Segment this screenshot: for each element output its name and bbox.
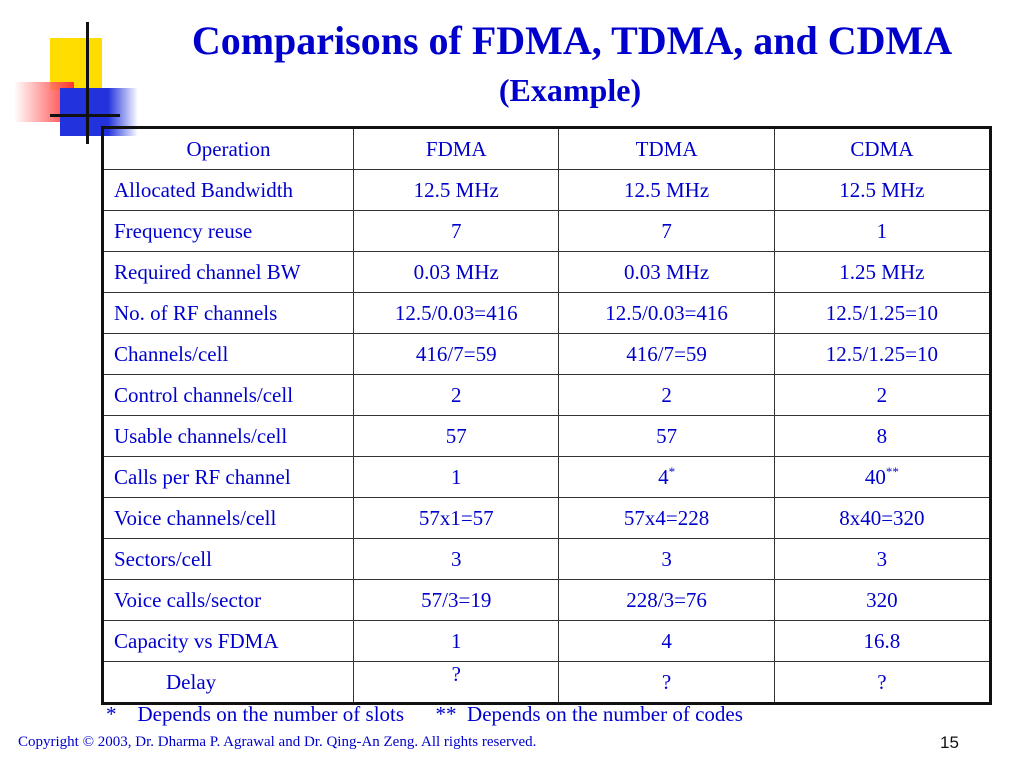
cdma-cell: 2 (773, 374, 992, 416)
operation-cell: Sectors/cell (101, 538, 355, 580)
table-row: Frequency reuse 7 7 1 (101, 210, 992, 252)
footnote-marker: ** (885, 464, 899, 479)
cdma-cell: 16.8 (773, 620, 992, 662)
tdma-calls-value: 4 (658, 465, 669, 489)
operation-cell: Calls per RF channel (101, 456, 355, 498)
operation-cell: Frequency reuse (101, 210, 355, 252)
operation-cell: Voice channels/cell (101, 497, 355, 539)
table-row: Channels/cell 416/7=59 416/7=59 12.5/1.2… (101, 333, 992, 375)
table-header-row: Operation FDMA TDMA CDMA (101, 127, 992, 170)
tdma-cell: 12.5 MHz (558, 169, 775, 211)
cdma-cell: 320 (773, 579, 992, 621)
tdma-cell: 4 (558, 620, 775, 662)
table-row: Control channels/cell 2 2 2 (101, 374, 992, 416)
operation-cell: Usable channels/cell (101, 415, 355, 457)
table-row: Required channel BW 0.03 MHz 0.03 MHz 1.… (101, 251, 992, 293)
cdma-calls-value: 40 (864, 465, 886, 489)
tdma-cell: 0.03 MHz (558, 251, 775, 293)
operation-cell: Control channels/cell (101, 374, 355, 416)
page-number: 15 (940, 733, 959, 752)
table-row: Allocated Bandwidth 12.5 MHz 12.5 MHz 12… (101, 169, 992, 211)
tdma-cell: 3 (558, 538, 775, 580)
fdma-cell: 57 (353, 415, 560, 457)
table-row: Voice calls/sector 57/3=19 228/3=76 320 (101, 579, 992, 621)
tdma-cell: 228/3=76 (558, 579, 775, 621)
header-cell: TDMA (558, 127, 775, 170)
copyright-notice: Copyright © 2003, Dr. Dharma P. Agrawal … (18, 734, 537, 750)
tdma-cell: 2 (558, 374, 775, 416)
cdma-cell: 3 (773, 538, 992, 580)
operation-cell: Delay (101, 661, 355, 704)
cdma-cell: 12.5/1.25=10 (773, 292, 992, 334)
slide-title: Comparisons of FDMA, TDMA, and CDMA (191, 18, 953, 63)
operation-cell: Channels/cell (101, 333, 355, 375)
vertical-line (86, 22, 89, 144)
fdma-cell: 1 (353, 456, 560, 498)
cdma-cell: 40** (773, 456, 992, 498)
tdma-cell: 12.5/0.03=416 (558, 292, 775, 334)
operation-cell: Capacity vs FDMA (101, 620, 355, 662)
table-row: Usable channels/cell 57 57 8 (101, 415, 992, 457)
operation-cell: Voice calls/sector (101, 579, 355, 621)
cdma-cell: 8x40=320 (773, 497, 992, 539)
fdma-cell: ? (353, 661, 560, 704)
fdma-cell: 7 (353, 210, 560, 252)
operation-cell: Allocated Bandwidth (101, 169, 355, 211)
table-row: Voice channels/cell 57x1=57 57x4=228 8x4… (101, 497, 992, 539)
comparison-table: Operation FDMA TDMA CDMA Allocated Bandw… (101, 126, 992, 705)
fdma-cell: 0.03 MHz (353, 251, 560, 293)
fdma-cell: 416/7=59 (353, 333, 560, 375)
fdma-cell: 2 (353, 374, 560, 416)
operation-cell: No. of RF channels (101, 292, 355, 334)
fdma-cell: 57/3=19 (353, 579, 560, 621)
header-cell: FDMA (353, 127, 560, 170)
fdma-cell: 3 (353, 538, 560, 580)
yellow-square (50, 38, 102, 90)
cdma-cell: ? (773, 661, 992, 704)
tdma-cell: 57x4=228 (558, 497, 775, 539)
tdma-cell: 4* (558, 456, 775, 498)
slide-subtitle: (Example) (498, 72, 642, 108)
cdma-cell: 12.5/1.25=10 (773, 333, 992, 375)
cdma-cell: 8 (773, 415, 992, 457)
table-row: Delay ? ? ? (101, 661, 992, 704)
table-row: Calls per RF channel 1 4* 40** (101, 456, 992, 498)
table-row: No. of RF channels 12.5/0.03=416 12.5/0.… (101, 292, 992, 334)
tdma-cell: 57 (558, 415, 775, 457)
tdma-cell: 7 (558, 210, 775, 252)
header-cell: Operation (101, 127, 355, 170)
cdma-cell: 12.5 MHz (773, 169, 992, 211)
cdma-cell: 1 (773, 210, 992, 252)
operation-cell: Required channel BW (101, 251, 355, 293)
table-footnote: * Depends on the number of slots ** Depe… (106, 702, 743, 726)
fdma-cell: 12.5/0.03=416 (353, 292, 560, 334)
header-cell: CDMA (773, 127, 992, 170)
blue-square (60, 88, 108, 136)
tdma-cell: 416/7=59 (558, 333, 775, 375)
footnote-marker: * (668, 464, 676, 479)
fdma-cell: 57x1=57 (353, 497, 560, 539)
horizontal-line (50, 114, 120, 117)
fdma-cell: 1 (353, 620, 560, 662)
table-row: Sectors/cell 3 3 3 (101, 538, 992, 580)
tdma-cell: ? (558, 661, 775, 704)
table-row: Capacity vs FDMA 1 4 16.8 (101, 620, 992, 662)
fdma-cell: 12.5 MHz (353, 169, 560, 211)
cdma-cell: 1.25 MHz (773, 251, 992, 293)
